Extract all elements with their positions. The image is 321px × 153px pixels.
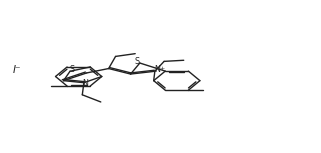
Text: N: N bbox=[82, 79, 89, 88]
Text: +: + bbox=[159, 66, 165, 71]
Text: N: N bbox=[154, 65, 160, 74]
Text: S: S bbox=[69, 65, 74, 74]
Text: I⁻: I⁻ bbox=[13, 65, 21, 75]
Text: S: S bbox=[134, 57, 139, 66]
